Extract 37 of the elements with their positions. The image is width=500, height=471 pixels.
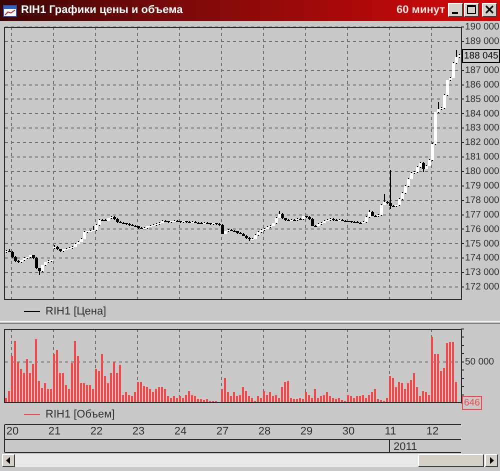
x-tick-label: 24 [174,426,187,438]
y-tick-label: 175 000 [465,238,500,250]
y-tick-label: 50 000 [465,356,494,368]
x-tick-label: 27 [216,426,229,438]
x-tick-label: 23 [132,426,145,438]
x-tick-label: 30 [342,426,355,438]
y-tick-label: 178 000 [465,194,500,206]
y-tick-label: 189 000 [465,36,500,48]
legend-label: RIH1 [Цена] [46,306,106,318]
x-tick-label: 28 [258,426,271,438]
y-tick-label: 186 000 [465,79,500,90]
y-tick-label: 190 000 [465,22,500,33]
y-tick-label: 184 000 [465,108,500,120]
y-tick-label: 181 000 [465,152,500,163]
y-tick-label: 174 000 [465,252,500,264]
y-tick-label: 173 000 [465,267,500,278]
y-tick-label: 180 000 [465,166,500,178]
x-tick-label: 21 [48,426,61,438]
y-tick-label: 187 000 [465,64,500,76]
y-tick-label: 177 000 [465,209,500,220]
data-label: 646 [464,398,480,409]
y-tick-label: 183 000 [465,122,500,134]
x-tick-label: 20 [6,426,19,438]
y-tick-label: 179 000 [465,180,500,192]
text: 2011 [394,441,418,454]
x-tick-label: 12 [426,426,439,438]
y-tick-label: 185 000 [465,94,500,105]
chart-subtitle: 60 минут [396,4,445,16]
y-tick-label: 172 000 [465,282,500,293]
text: 188 045 [464,50,498,62]
x-tick-label: 29 [300,426,313,438]
chart-title: RIH1 Графики цены и объема [21,4,183,16]
x-tick-label: 22 [90,426,103,438]
y-tick-label: 182 000 [465,137,500,148]
legend-label: RIH1 [Объем] [46,408,115,421]
x-tick-label: 11 [384,426,396,438]
y-tick-label: 176 000 [465,224,500,235]
